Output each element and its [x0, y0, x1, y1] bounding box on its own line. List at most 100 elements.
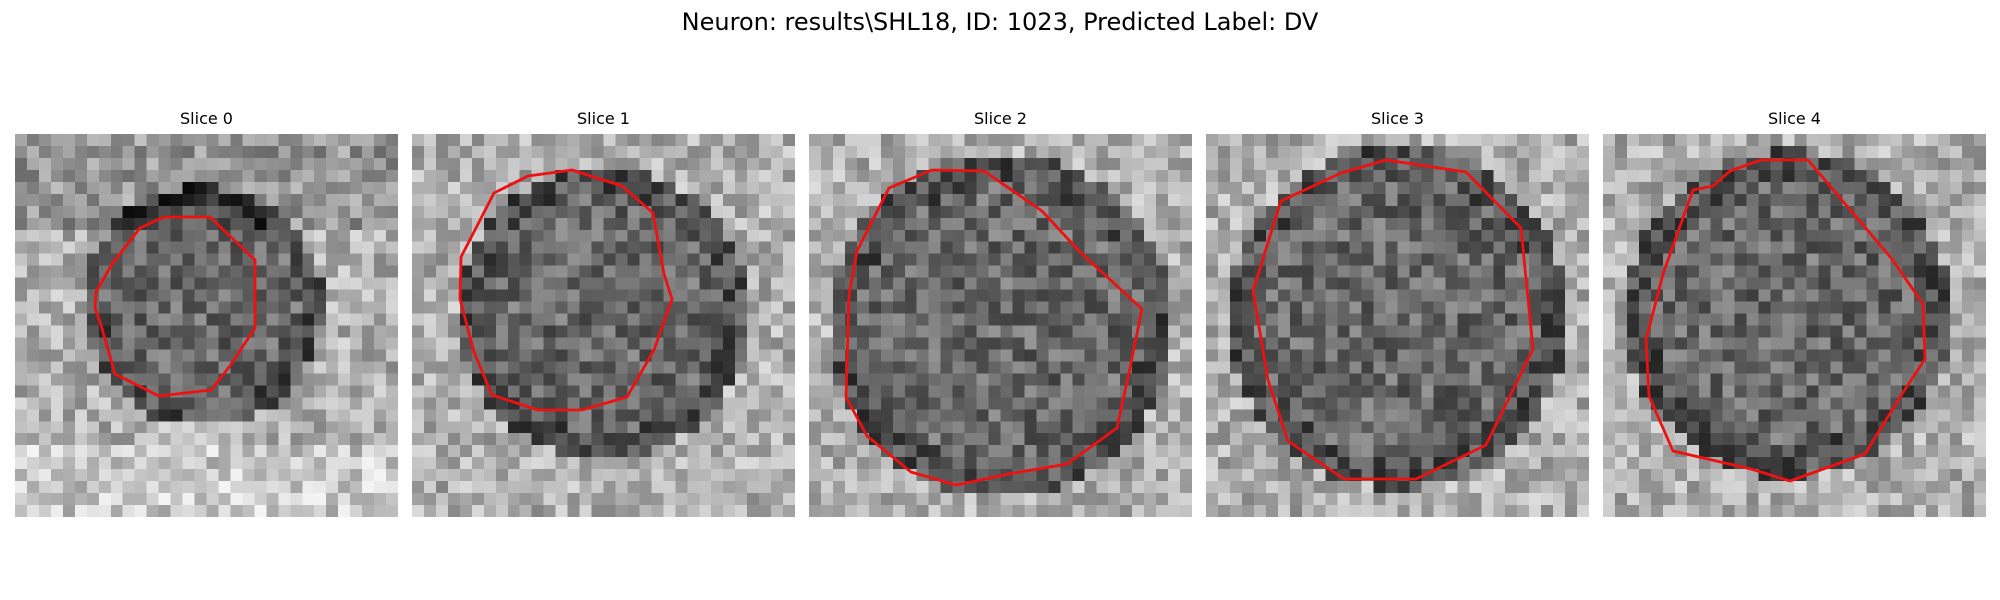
- pixel: [195, 242, 208, 255]
- pixel: [1699, 326, 1712, 339]
- pixel: [218, 158, 231, 171]
- pixel: [350, 290, 363, 303]
- pixel: [1902, 409, 1915, 422]
- pixel: [1962, 206, 1975, 219]
- pixel: [1651, 218, 1664, 231]
- pixel: [63, 397, 76, 410]
- pixel: [1687, 421, 1700, 434]
- pixel: [1529, 361, 1542, 374]
- pixel: [1783, 182, 1796, 195]
- pixel: [639, 146, 652, 159]
- pixel: [1421, 242, 1434, 255]
- pixel: [484, 158, 497, 171]
- pixel: [699, 206, 712, 219]
- pixel: [302, 457, 315, 470]
- pixel: [568, 242, 581, 255]
- pixel: [869, 421, 882, 434]
- pixel: [496, 445, 509, 458]
- pixel: [544, 433, 557, 446]
- pixel: [747, 505, 760, 517]
- pixel: [1735, 337, 1748, 350]
- pixel: [857, 337, 870, 350]
- pixel: [424, 457, 437, 470]
- pixel: [448, 373, 461, 386]
- pixel: [1072, 302, 1085, 315]
- pixel: [604, 242, 617, 255]
- pixel: [195, 373, 208, 386]
- pixel: [663, 397, 676, 410]
- pixel: [374, 134, 387, 147]
- pixel: [675, 314, 688, 327]
- pixel: [723, 302, 736, 315]
- pixel: [1398, 433, 1411, 446]
- pixel: [568, 469, 581, 482]
- pixel: [1326, 481, 1339, 494]
- pixel: [99, 457, 112, 470]
- pixel: [809, 302, 822, 315]
- pixel: [1806, 194, 1819, 207]
- pixel: [1409, 481, 1422, 494]
- pixel: [508, 493, 521, 506]
- pixel: [735, 146, 748, 159]
- pixel: [302, 445, 315, 458]
- pixel: [1048, 230, 1061, 243]
- pixel: [99, 421, 112, 434]
- pixel: [639, 278, 652, 291]
- pixel: [87, 182, 100, 195]
- pixel: [1771, 409, 1784, 422]
- pixel: [687, 445, 700, 458]
- pixel: [1001, 146, 1014, 159]
- pixel: [1374, 373, 1387, 386]
- pixel: [1615, 409, 1628, 422]
- pixel: [580, 373, 593, 386]
- pixel: [15, 421, 28, 434]
- pixel: [508, 194, 521, 207]
- pixel: [1902, 170, 1915, 183]
- pixel: [1974, 242, 1986, 255]
- pixel: [496, 505, 509, 517]
- pixel: [448, 457, 461, 470]
- pixel: [1012, 505, 1025, 517]
- pixel: [1072, 194, 1085, 207]
- pixel: [869, 457, 882, 470]
- pixel: [1663, 194, 1676, 207]
- pixel: [1795, 409, 1808, 422]
- pixel: [627, 433, 640, 446]
- pixel: [989, 481, 1002, 494]
- pixel: [1120, 266, 1133, 279]
- pixel: [965, 134, 978, 147]
- pixel: [663, 409, 676, 422]
- pixel: [965, 254, 978, 267]
- pixel: [1481, 397, 1494, 410]
- pixel: [711, 206, 724, 219]
- pixel: [338, 230, 351, 243]
- pixel: [821, 302, 834, 315]
- pixel: [1723, 134, 1736, 147]
- pixel: [314, 134, 327, 147]
- pixel: [51, 194, 64, 207]
- pixel: [1409, 194, 1422, 207]
- pixel: [723, 278, 736, 291]
- pixel: [1314, 337, 1327, 350]
- pixel: [1421, 194, 1434, 207]
- pixel: [1206, 170, 1219, 183]
- pixel: [159, 421, 172, 434]
- pixel: [1156, 302, 1169, 315]
- pixel: [1338, 337, 1351, 350]
- pixel: [1338, 505, 1351, 517]
- pixel: [436, 385, 449, 398]
- pixel: [1806, 182, 1819, 195]
- pixel: [1374, 457, 1387, 470]
- pixel: [953, 266, 966, 279]
- pixel: [1433, 433, 1446, 446]
- pixel: [580, 457, 593, 470]
- pixel: [711, 290, 724, 303]
- pixel: [496, 421, 509, 434]
- pixel: [195, 158, 208, 171]
- pixel: [1326, 134, 1339, 147]
- pixel: [290, 266, 303, 279]
- pixel: [1565, 194, 1578, 207]
- pixel: [1577, 326, 1589, 339]
- pixel: [735, 266, 748, 279]
- pixel: [639, 182, 652, 195]
